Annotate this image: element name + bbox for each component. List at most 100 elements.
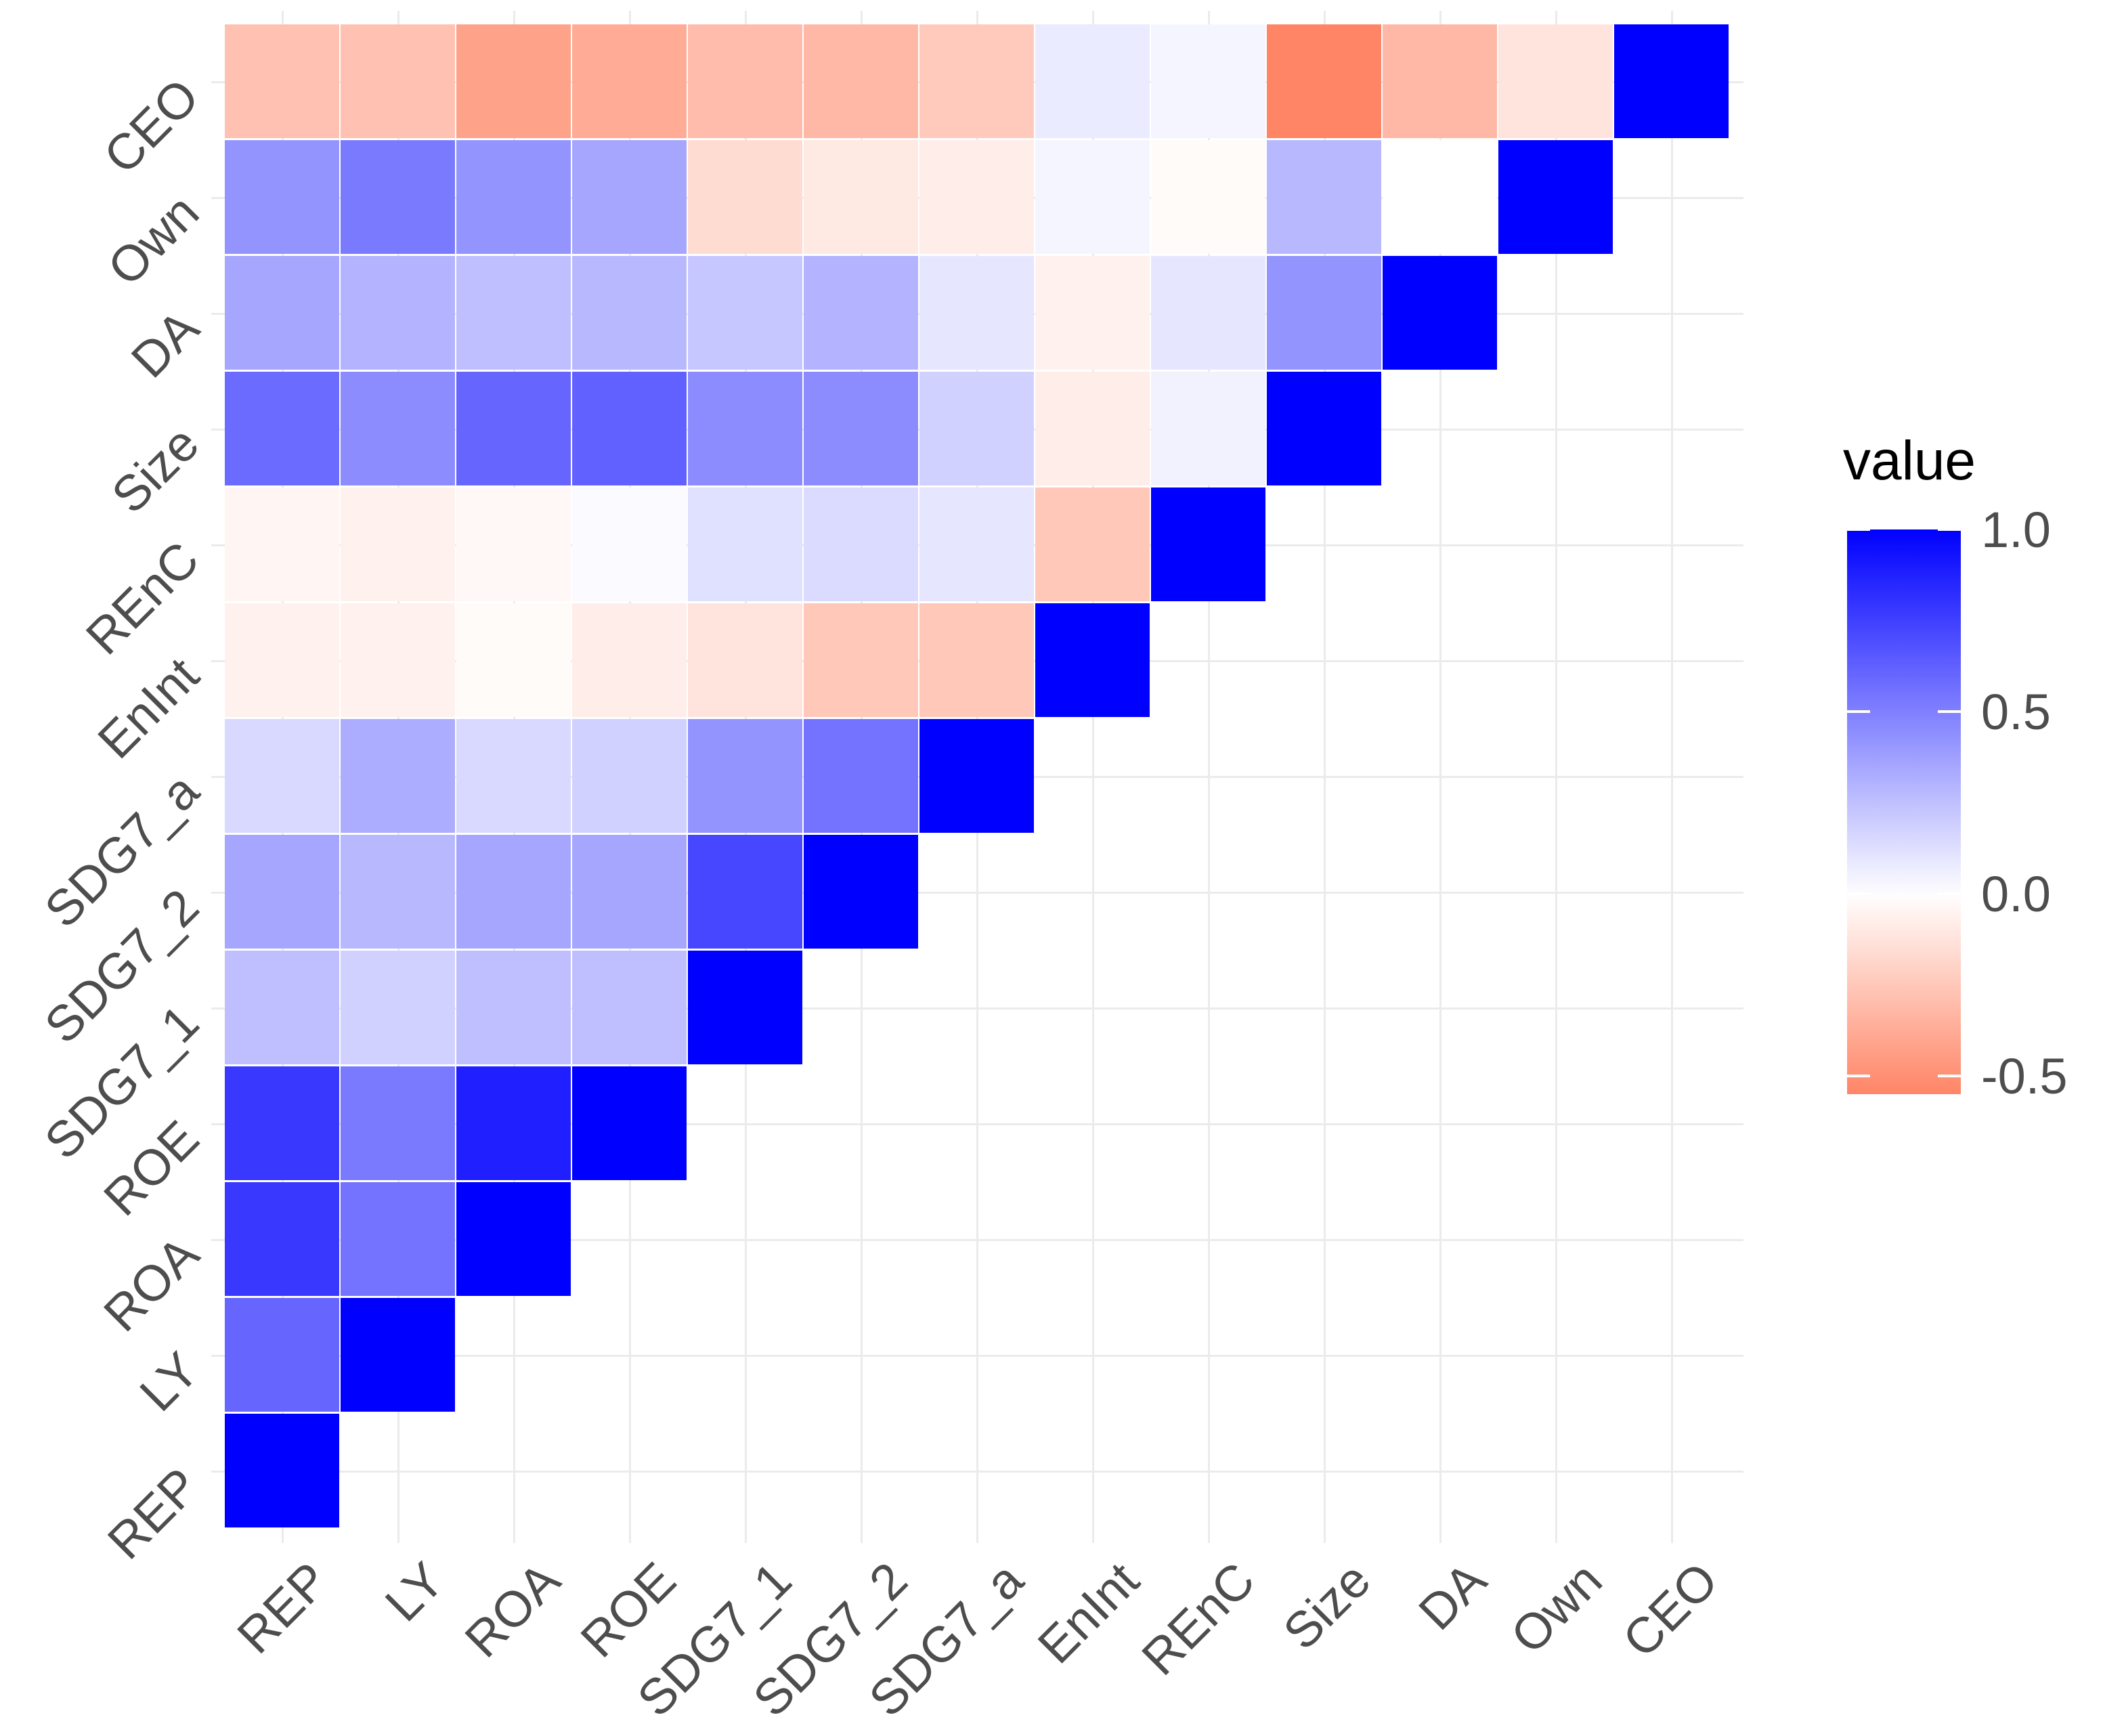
heatmap-tile-SDG7_2-LY — [341, 835, 455, 949]
heatmap-tile-CEO-Size — [1267, 24, 1381, 138]
heatmap-tile-DA-Size — [1267, 256, 1381, 370]
heatmap-tile-Own-Size — [1267, 140, 1381, 254]
heatmap-tile-EnInt-SDG7_a — [919, 603, 1034, 717]
legend-tick-label: 0.0 — [1981, 866, 2051, 922]
legend-ticks: 1.0 0.5 0.0 -0.5 — [1847, 502, 2068, 1104]
heatmap-tile-Own-REnC — [1151, 140, 1265, 254]
legend: value 1.0 0.5 0.0 -0.5 — [1843, 430, 2068, 1104]
heatmap-tile-SDG7_1-LY — [341, 951, 455, 1064]
legend-colorbar — [1847, 529, 1961, 1094]
heatmap-tile-CEO-REP — [225, 24, 339, 138]
heatmap-tile-Own-ROE — [572, 140, 687, 254]
legend-title: value — [1843, 430, 1976, 492]
heatmap-tile-Own-SDG7_a — [919, 140, 1034, 254]
heatmap-tile-Size-SDG7_2 — [804, 372, 918, 485]
heatmap-tile-Own-SDG7_1 — [688, 140, 802, 254]
x-tick-label-CEO: CEO — [1612, 1552, 1729, 1668]
heatmap-tile-LY-LY — [341, 1298, 455, 1412]
heatmap-tile-Size-REP — [225, 372, 339, 485]
heatmap-tile-Size-SDG7_1 — [688, 372, 802, 485]
heatmap-tile-EnInt-SDG7_2 — [804, 603, 918, 717]
heatmap-tile-EnInt-REP — [225, 603, 339, 717]
heatmap-tile-ROE-LY — [341, 1066, 455, 1180]
heatmap-tile-LY-REP — [225, 1298, 339, 1412]
heatmap-tile-Own-Own — [1498, 140, 1613, 254]
y-tick-label-EnInt: EnInt — [87, 647, 209, 769]
heatmap-tile-Own-SDG7_2 — [804, 140, 918, 254]
heatmap-tile-CEO-DA — [1383, 24, 1497, 138]
heatmap-tile-CEO-REnC — [1151, 24, 1265, 138]
heatmap-tile-DA-SDG7_a — [919, 256, 1034, 370]
heatmap-tile-EnInt-LY — [341, 603, 455, 717]
heatmap-tile-SDG7_2-REP — [225, 835, 339, 949]
x-tick-label-Own: Own — [1500, 1552, 1612, 1664]
x-tick-label-EnInt: EnInt — [1027, 1551, 1150, 1674]
heatmap-tile-SDG7_1-REP — [225, 951, 339, 1064]
heatmap-tile-ROA-LY — [341, 1182, 455, 1296]
y-tick-label-REP: REP — [97, 1457, 209, 1569]
heatmap-tile-SDG7_a-ROA — [456, 719, 571, 833]
heatmap-tile-Size-LY — [341, 372, 455, 485]
y-tick-label-Own: Own — [97, 183, 209, 296]
heatmap-tile-REP-REP — [225, 1414, 339, 1527]
heatmap-tile-ROE-REP — [225, 1066, 339, 1180]
y-tick-label-ROA: ROA — [93, 1225, 210, 1343]
y-axis-labels: REPLYROAROESDG7_1SDG7_2SDG7_aEnIntREnCSi… — [34, 68, 210, 1569]
heatmap-tile-Size-REnC — [1151, 372, 1265, 485]
y-tick-label-REnC: REnC — [75, 531, 209, 665]
y-tick-label-LY: LY — [129, 1341, 209, 1422]
heatmap-tile-DA-EnInt — [1035, 256, 1150, 370]
heatmap-tile-ROA-ROA — [456, 1182, 571, 1296]
heatmap-tile-Size-ROA — [456, 372, 571, 485]
heatmap-tile-Size-SDG7_a — [919, 372, 1034, 485]
heatmap-tile-ROE-ROE — [572, 1066, 687, 1180]
heatmap-tile-CEO-SDG7_a — [919, 24, 1034, 138]
heatmap-tile-CEO-SDG7_2 — [804, 24, 918, 138]
heatmap-tile-REnC-LY — [341, 487, 455, 601]
heatmap-tile-Own-REP — [225, 140, 339, 254]
heatmap-tile-SDG7_1-ROE — [572, 951, 687, 1064]
heatmap-tile-REnC-ROA — [456, 487, 571, 601]
heatmap-tile-Own-ROA — [456, 140, 571, 254]
heatmap-tile-SDG7_1-ROA — [456, 951, 571, 1064]
heatmap-tile-SDG7_a-SDG7_a — [919, 719, 1034, 833]
x-tick-label-DA: DA — [1408, 1551, 1497, 1641]
heatmap-tile-ROA-REP — [225, 1182, 339, 1296]
heatmap-tile-SDG7_2-SDG7_1 — [688, 835, 802, 949]
heatmap-tile-DA-SDG7_2 — [804, 256, 918, 370]
heatmap-tile-ROE-ROA — [456, 1066, 571, 1180]
heatmap-tile-SDG7_2-ROE — [572, 835, 687, 949]
x-tick-label-LY: LY — [374, 1552, 455, 1632]
heatmap-tile-SDG7_a-SDG7_2 — [804, 719, 918, 833]
heatmap-tile-REnC-SDG7_2 — [804, 487, 918, 601]
heatmap-tile-SDG7_a-LY — [341, 719, 455, 833]
y-tick-label-CEO: CEO — [93, 68, 209, 184]
heatmap-tile-REnC-SDG7_a — [919, 487, 1034, 601]
heatmap-tile-EnInt-ROE — [572, 603, 687, 717]
heatmap-tile-Size-ROE — [572, 372, 687, 485]
heatmap-tile-CEO-CEO — [1614, 24, 1729, 138]
heatmap-tile-Own-EnInt — [1035, 140, 1150, 254]
heatmap-tile-SDG7_a-REP — [225, 719, 339, 833]
heatmap-tile-Size-Size — [1267, 372, 1381, 485]
x-tick-label-REnC: REnC — [1131, 1552, 1265, 1686]
heatmap-tile-REnC-REP — [225, 487, 339, 601]
heatmap-tiles — [225, 24, 1729, 1527]
heatmap-tile-Own-DA — [1383, 140, 1497, 254]
heatmap-tile-SDG7_a-SDG7_1 — [688, 719, 802, 833]
heatmap-tile-REnC-ROE — [572, 487, 687, 601]
y-tick-label-DA: DA — [121, 299, 210, 389]
legend-tick-label: 0.5 — [1981, 684, 2051, 740]
heatmap-tile-SDG7_1-SDG7_1 — [688, 951, 802, 1064]
heatmap-tile-Own-LY — [341, 140, 455, 254]
heatmap-tile-REnC-REnC — [1151, 487, 1265, 601]
y-tick-label-Size: Size — [101, 415, 209, 523]
heatmap-tile-DA-LY — [341, 256, 455, 370]
heatmap-tile-DA-ROE — [572, 256, 687, 370]
heatmap-tile-CEO-LY — [341, 24, 455, 138]
heatmap-tile-CEO-Own — [1498, 24, 1613, 138]
x-tick-label-ROA: ROA — [454, 1551, 571, 1668]
heatmap-tile-EnInt-EnInt — [1035, 603, 1150, 717]
heatmap-tile-DA-SDG7_1 — [688, 256, 802, 370]
